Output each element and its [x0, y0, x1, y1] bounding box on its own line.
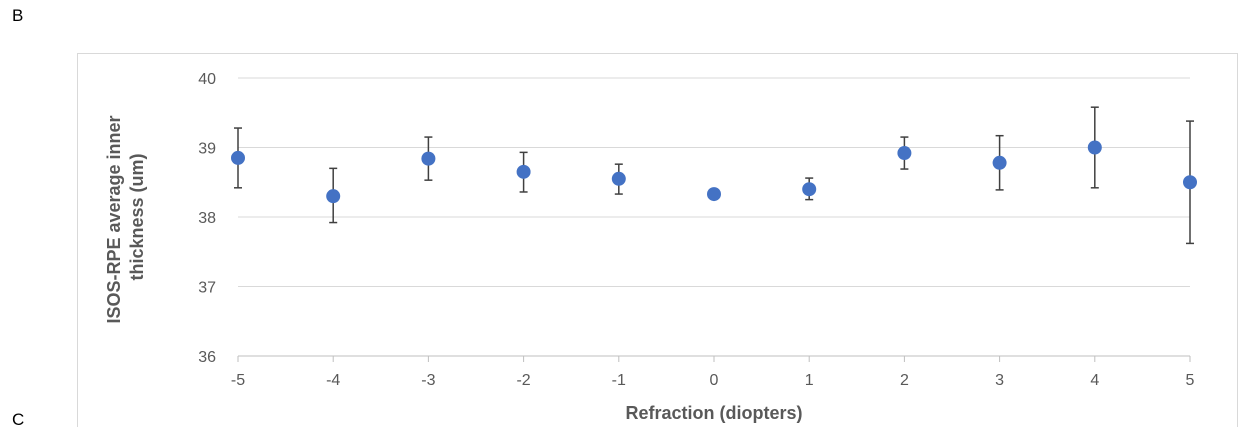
x-tick-label: -1: [612, 372, 626, 389]
data-point: [516, 164, 531, 179]
x-axis-title: Refraction (diopters): [625, 403, 802, 423]
data-point: [992, 155, 1007, 170]
y-tick-label: 40: [198, 71, 216, 88]
data-point: [897, 146, 912, 161]
x-tick-label: -2: [516, 372, 530, 389]
y-tick-label: 38: [198, 210, 216, 227]
x-tick-label: -5: [231, 372, 245, 389]
x-tick-label: 1: [805, 372, 814, 389]
data-point: [231, 150, 245, 165]
x-tick-labels: -5 -4 -3 -2 -1 0 1 2 3 4 5: [231, 372, 1195, 389]
y-axis-title-line-1: ISOS-RPE average inner: [104, 115, 124, 323]
x-axis: [237, 355, 1191, 362]
data-point: [1087, 140, 1102, 155]
y-tick-label: 37: [198, 280, 216, 297]
data-point: [421, 151, 436, 166]
y-tick-labels: 36 37 38 39 40: [198, 71, 216, 366]
y-tick-label: 39: [198, 141, 216, 158]
error-bars: [234, 106, 1194, 245]
y-tick-label: 36: [198, 349, 216, 366]
panel-label-b: B: [12, 6, 24, 25]
x-tick-label: -3: [421, 372, 435, 389]
data-point: [802, 182, 817, 197]
x-tick-label: 4: [1090, 372, 1099, 389]
data-point: [707, 187, 721, 202]
data-point: [611, 171, 626, 186]
x-tick-label: 2: [900, 372, 909, 389]
x-tick-label: 5: [1186, 372, 1195, 389]
panel-label-c: C: [12, 410, 25, 429]
x-tick-label: -4: [326, 372, 340, 389]
data-point: [326, 189, 341, 204]
data-point: [1183, 175, 1197, 190]
chart-area: [77, 53, 1238, 427]
gridlines: [238, 77, 1190, 287]
y-axis-title-line-2: thickness (um): [127, 153, 147, 280]
x-tick-label: 3: [995, 372, 1004, 389]
y-axis-title: ISOS-RPE average inner thickness (um): [104, 110, 147, 323]
data-points: [231, 140, 1197, 204]
x-tick-label: 0: [710, 372, 719, 389]
